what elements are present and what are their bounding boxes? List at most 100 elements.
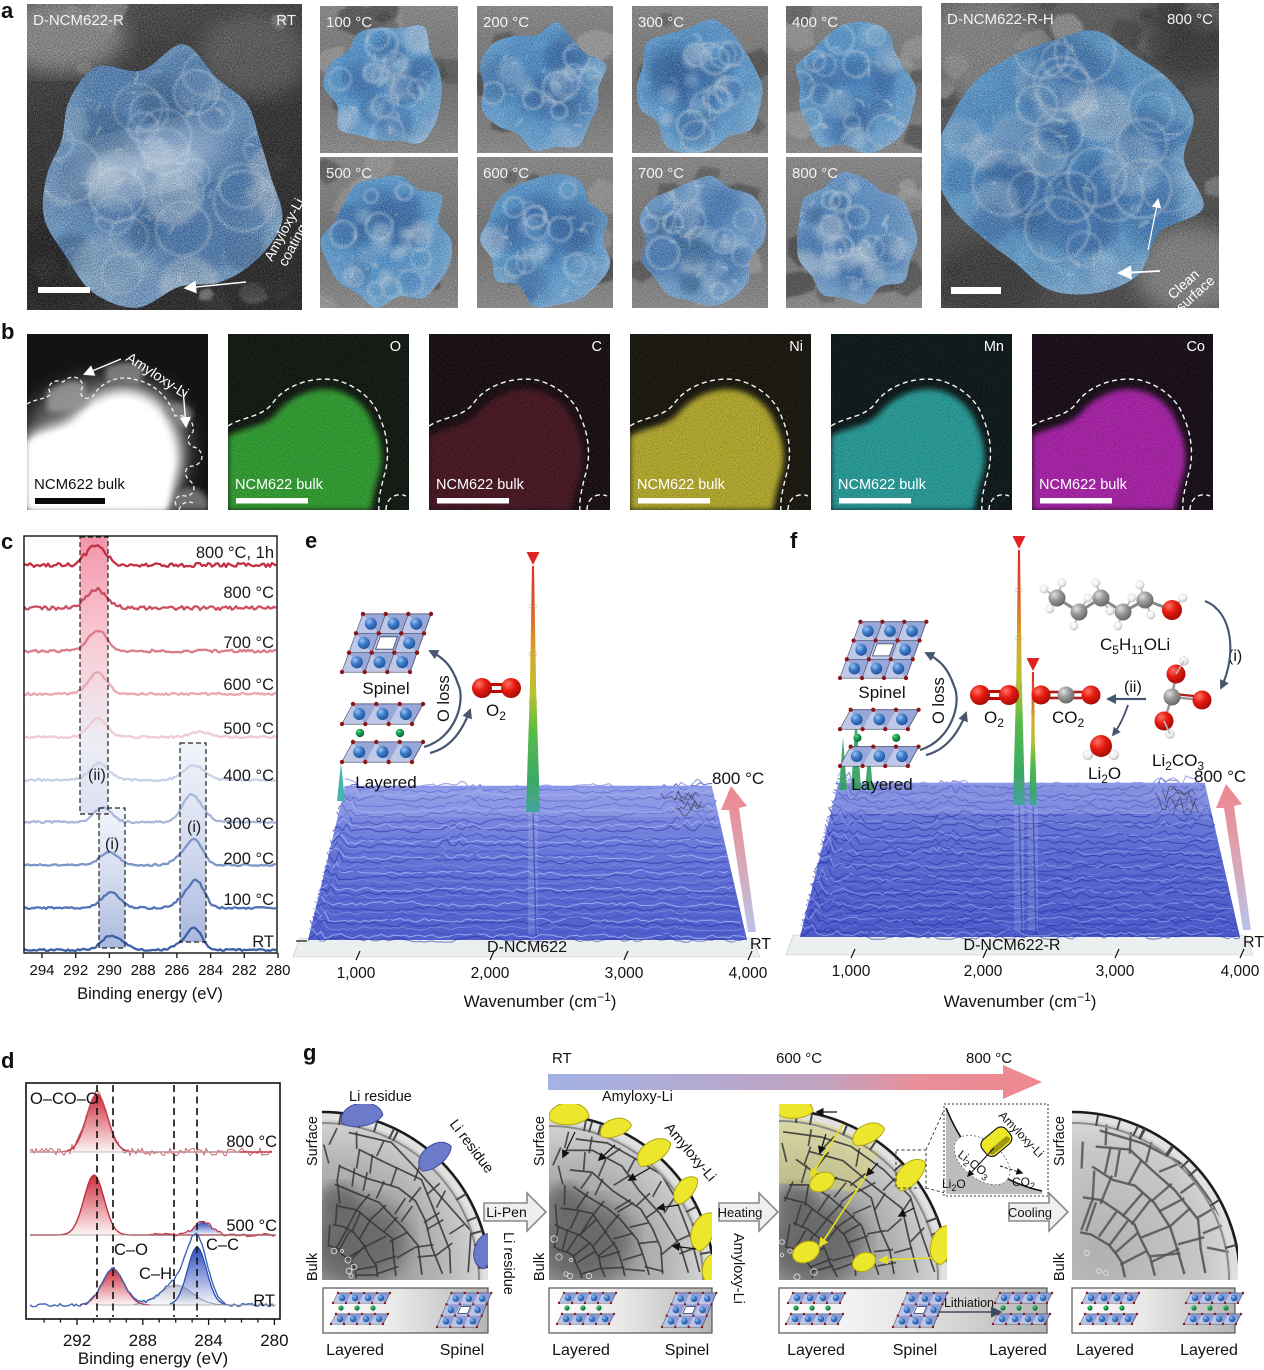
- svg-text:288: 288: [129, 1331, 157, 1350]
- svg-text:Surface: Surface: [305, 1116, 321, 1166]
- svg-text:RT: RT: [750, 936, 771, 953]
- svg-text:700 °C: 700 °C: [223, 634, 274, 652]
- svg-text:RT: RT: [552, 1050, 572, 1067]
- svg-text:500 °C: 500 °C: [326, 165, 372, 182]
- svg-text:Layered: Layered: [787, 1342, 845, 1359]
- svg-text:600 °C: 600 °C: [483, 165, 529, 182]
- svg-text:Bulk: Bulk: [532, 1252, 548, 1281]
- svg-text:1,000: 1,000: [337, 965, 376, 982]
- svg-text:(i): (i): [105, 836, 119, 853]
- svg-text:NCM622 bulk: NCM622 bulk: [436, 477, 525, 493]
- svg-text:Layered: Layered: [851, 775, 912, 794]
- svg-text:800 °C: 800 °C: [712, 769, 764, 788]
- svg-text:Ni: Ni: [789, 339, 803, 355]
- svg-text:280: 280: [265, 962, 290, 979]
- svg-text:Binding energy (eV): Binding energy (eV): [78, 1349, 228, 1368]
- svg-text:Co: Co: [1186, 339, 1205, 355]
- svg-text:Spinel: Spinel: [858, 683, 905, 702]
- svg-text:400 °C: 400 °C: [792, 14, 838, 31]
- svg-text:(i): (i): [1228, 648, 1242, 665]
- svg-text:e: e: [305, 528, 317, 553]
- svg-text:NCM622 bulk: NCM622 bulk: [34, 476, 125, 493]
- svg-text:Binding energy (eV): Binding energy (eV): [77, 985, 223, 1003]
- svg-text:100 °C: 100 °C: [223, 891, 274, 909]
- svg-text:Layered: Layered: [355, 773, 416, 792]
- svg-text:a: a: [1, 0, 14, 23]
- svg-text:(i): (i): [187, 819, 201, 836]
- svg-text:Li residue: Li residue: [500, 1232, 516, 1295]
- svg-text:D-NCM622-R-H: D-NCM622-R-H: [947, 11, 1054, 28]
- svg-text:294: 294: [29, 962, 54, 979]
- svg-text:c: c: [1, 529, 13, 554]
- svg-text:Bulk: Bulk: [305, 1252, 321, 1281]
- svg-text:292: 292: [63, 1331, 91, 1350]
- svg-text:Layered: Layered: [1076, 1342, 1134, 1359]
- svg-text:D-NCM622-R: D-NCM622-R: [33, 12, 124, 29]
- svg-text:g: g: [303, 1040, 316, 1065]
- svg-text:1,000: 1,000: [832, 963, 871, 980]
- svg-text:Bulk: Bulk: [1052, 1252, 1068, 1281]
- svg-text:700 °C: 700 °C: [638, 165, 684, 182]
- svg-text:b: b: [1, 319, 14, 344]
- svg-text:Layered: Layered: [1180, 1342, 1238, 1359]
- svg-text:800 °C, 1h: 800 °C, 1h: [196, 544, 274, 562]
- svg-text:Layered: Layered: [989, 1342, 1047, 1359]
- svg-text:C: C: [592, 339, 602, 355]
- svg-text:600 °C: 600 °C: [776, 1050, 822, 1067]
- svg-text:(ii): (ii): [88, 767, 106, 784]
- svg-text:800 °C: 800 °C: [966, 1050, 1012, 1067]
- svg-text:600 °C: 600 °C: [223, 676, 274, 694]
- svg-text:NCM622 bulk: NCM622 bulk: [235, 477, 324, 493]
- svg-text:284: 284: [194, 1331, 222, 1350]
- svg-text:800 °C: 800 °C: [1167, 11, 1213, 28]
- svg-text:Surface: Surface: [1052, 1116, 1068, 1166]
- svg-text:800 °C: 800 °C: [223, 584, 274, 602]
- svg-text:286: 286: [164, 962, 189, 979]
- svg-text:Li2O: Li2O: [1088, 764, 1121, 786]
- svg-text:Cooling: Cooling: [1008, 1205, 1052, 1220]
- svg-text:500 °C: 500 °C: [226, 1217, 277, 1235]
- svg-text:400 °C: 400 °C: [223, 767, 274, 785]
- svg-text:4,000: 4,000: [729, 965, 768, 982]
- svg-text:4,000: 4,000: [1221, 963, 1260, 980]
- svg-text:Wavenumber (cm−1): Wavenumber (cm−1): [464, 990, 617, 1011]
- svg-text:CO2: CO2: [1052, 708, 1085, 730]
- svg-text:288: 288: [131, 962, 156, 979]
- svg-text:Spinel: Spinel: [665, 1342, 709, 1359]
- svg-text:Spinel: Spinel: [893, 1342, 937, 1359]
- svg-text:RT: RT: [252, 933, 274, 951]
- svg-text:800 °C: 800 °C: [1194, 767, 1246, 786]
- svg-text:300 °C: 300 °C: [223, 815, 274, 833]
- svg-text:NCM622 bulk: NCM622 bulk: [1039, 477, 1128, 493]
- svg-text:3,000: 3,000: [605, 965, 644, 982]
- svg-text:100 °C: 100 °C: [326, 14, 372, 31]
- svg-text:d: d: [1, 1048, 14, 1073]
- svg-text:D-NCM622-R: D-NCM622-R: [964, 937, 1061, 954]
- svg-text:RT: RT: [1243, 934, 1264, 951]
- svg-text:C–C: C–C: [206, 1236, 239, 1254]
- svg-text:280: 280: [260, 1331, 288, 1350]
- svg-text:3,000: 3,000: [1096, 963, 1135, 980]
- svg-text:NCM622 bulk: NCM622 bulk: [637, 477, 726, 493]
- svg-text:O–CO–O: O–CO–O: [30, 1090, 99, 1108]
- svg-text:300 °C: 300 °C: [638, 14, 684, 31]
- svg-text:Layered: Layered: [326, 1342, 384, 1359]
- svg-text:NCM622 bulk: NCM622 bulk: [838, 477, 927, 493]
- svg-text:C–O: C–O: [114, 1241, 148, 1259]
- svg-text:200 °C: 200 °C: [483, 14, 529, 31]
- svg-text:800 °C: 800 °C: [792, 165, 838, 182]
- svg-text:2,000: 2,000: [964, 963, 1003, 980]
- svg-text:O: O: [390, 339, 401, 355]
- svg-text:RT: RT: [276, 12, 296, 29]
- svg-text:f: f: [790, 528, 798, 553]
- svg-text:284: 284: [198, 962, 223, 979]
- svg-text:Mn: Mn: [984, 339, 1004, 355]
- svg-text:CO2: CO2: [1012, 1175, 1035, 1191]
- svg-text:Surface: Surface: [532, 1116, 548, 1166]
- svg-text:(ii): (ii): [1124, 679, 1142, 696]
- svg-text:Li2O: Li2O: [942, 1177, 966, 1193]
- svg-text:Spinel: Spinel: [362, 679, 409, 698]
- svg-text:282: 282: [232, 962, 257, 979]
- svg-text:RT: RT: [253, 1292, 275, 1310]
- svg-text:Spinel: Spinel: [440, 1342, 484, 1359]
